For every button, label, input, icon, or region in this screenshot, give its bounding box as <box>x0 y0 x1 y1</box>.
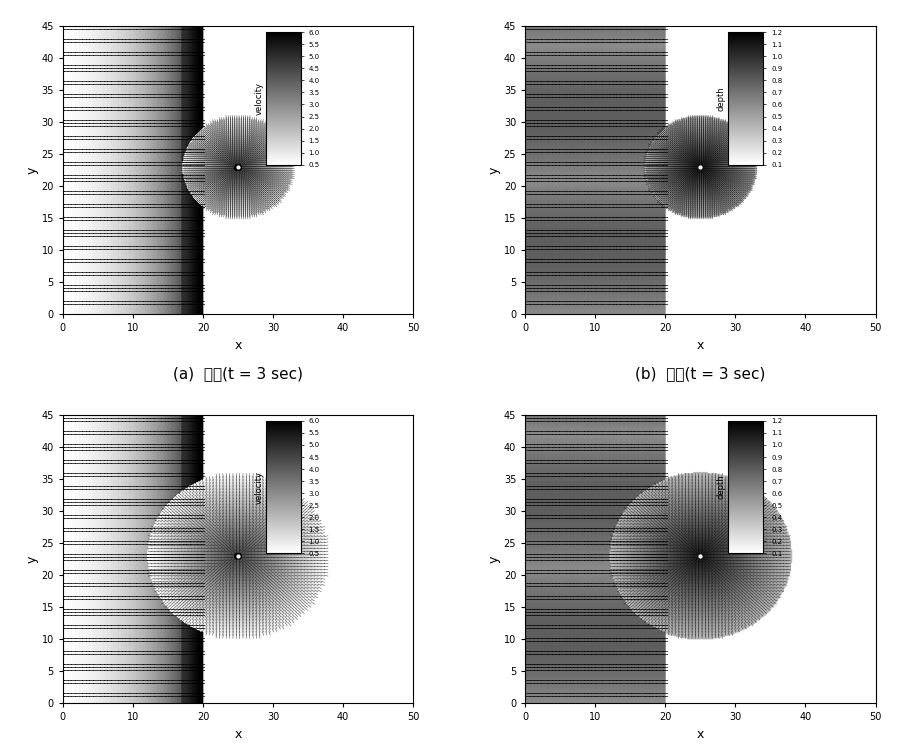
Y-axis label: y: y <box>488 167 501 174</box>
Text: (b)  수심(t = 3 sec): (b) 수심(t = 3 sec) <box>635 366 766 381</box>
X-axis label: x: x <box>697 339 704 352</box>
X-axis label: x: x <box>697 728 704 741</box>
Y-axis label: y: y <box>488 556 501 562</box>
Y-axis label: y: y <box>25 167 39 174</box>
Y-axis label: y: y <box>25 556 39 562</box>
X-axis label: x: x <box>234 728 242 741</box>
X-axis label: x: x <box>234 339 242 352</box>
Text: (c)  유속(t = 7 sec): (c) 유속(t = 7 sec) <box>173 755 303 756</box>
Text: (a)  유속(t = 3 sec): (a) 유속(t = 3 sec) <box>173 366 303 381</box>
Text: (d)  수심(t = 7 sec): (d) 수심(t = 7 sec) <box>635 755 765 756</box>
